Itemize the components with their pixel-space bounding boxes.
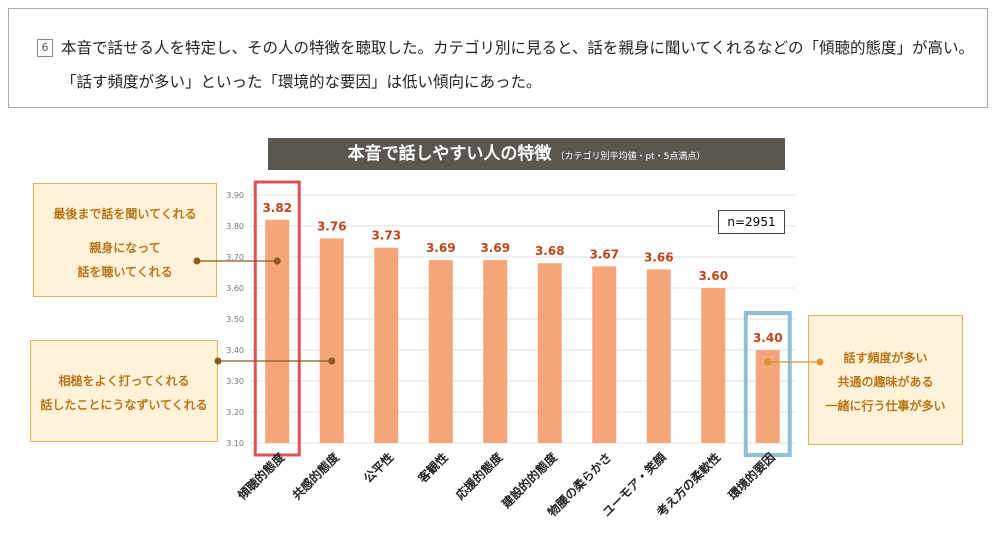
chart-title: 本音で話しやすい人の特徴 bbox=[347, 144, 552, 164]
value-label: 3.73 bbox=[371, 229, 401, 243]
callout-text: 一緒に行う仕事が多い bbox=[825, 399, 946, 413]
y-tick-label: 3.90 bbox=[226, 191, 244, 200]
value-label: 3.60 bbox=[698, 269, 728, 283]
callout-text: 最後まで話を聞いてくれる bbox=[53, 207, 197, 221]
y-tick-label: 3.40 bbox=[226, 346, 244, 355]
value-label: 3.69 bbox=[426, 241, 456, 255]
y-tick-label: 3.80 bbox=[226, 222, 244, 231]
connector-dot bbox=[764, 358, 772, 366]
summary-note: 6 本音で話せる人を特定し、その人の特徴を聴取した。カテゴリ別に見ると、話を親身… bbox=[8, 8, 988, 108]
bar bbox=[592, 266, 617, 443]
y-tick-label: 3.20 bbox=[226, 408, 244, 417]
bar bbox=[265, 219, 290, 443]
bar bbox=[646, 269, 671, 443]
value-label: 3.40 bbox=[753, 331, 783, 345]
bar bbox=[319, 238, 344, 443]
y-tick-label: 3.70 bbox=[226, 253, 244, 262]
callout-text: 話を聴いてくれる bbox=[77, 265, 173, 279]
callout-empathy: 相槌をよく打ってくれる 話したことにうなずいてくれる bbox=[30, 340, 218, 442]
bar bbox=[374, 247, 399, 443]
callout-text: 話したことにうなずいてくれる bbox=[40, 398, 208, 412]
callout-text: 共通の趣味がある bbox=[837, 375, 934, 389]
value-label: 3.67 bbox=[589, 247, 619, 261]
bar bbox=[428, 260, 453, 443]
note-number: 6 bbox=[37, 39, 53, 57]
connector-dot bbox=[816, 358, 824, 366]
y-tick-label: 3.30 bbox=[226, 377, 244, 386]
chart-subtitle: （カテゴリ別平均値・pt・5点満点） bbox=[555, 152, 706, 162]
callout-listening: 最後まで話を聞いてくれる 親身になって 話を聴いてくれる bbox=[33, 183, 217, 297]
value-label: 3.66 bbox=[644, 250, 674, 264]
connector-dot bbox=[328, 357, 336, 365]
bar bbox=[483, 260, 508, 443]
value-label: 3.76 bbox=[317, 219, 347, 233]
callout-environment: 話す頻度が多い 共通の趣味がある 一緒に行う仕事が多い bbox=[808, 315, 963, 445]
highlight-box-low bbox=[743, 311, 792, 457]
y-tick-label: 3.10 bbox=[226, 439, 244, 448]
sample-size: n=2951 bbox=[718, 210, 785, 234]
y-tick-label: 3.50 bbox=[226, 315, 244, 324]
value-label: 3.68 bbox=[535, 244, 565, 258]
bar bbox=[537, 263, 562, 443]
y-tick-label: 3.60 bbox=[226, 284, 244, 293]
note-text: 本音で話せる人を特定し、その人の特徴を聴取した。カテゴリ別に見ると、話を親身に聞… bbox=[61, 39, 974, 91]
connector-dot bbox=[214, 357, 222, 365]
callout-text: 相槌をよく打ってくれる bbox=[58, 374, 190, 388]
connector-dot bbox=[193, 257, 201, 265]
value-label: 3.82 bbox=[262, 201, 292, 215]
highlight-box-high bbox=[253, 180, 301, 457]
callout-text: 話す頻度が多い bbox=[843, 351, 928, 365]
chart-title-bar: 本音で話しやすい人の特徴 （カテゴリ別平均値・pt・5点満点） bbox=[268, 138, 785, 170]
bar bbox=[701, 288, 726, 443]
connector-dot bbox=[273, 257, 281, 265]
value-label: 3.69 bbox=[480, 241, 510, 255]
callout-text: 親身になって bbox=[89, 241, 161, 255]
